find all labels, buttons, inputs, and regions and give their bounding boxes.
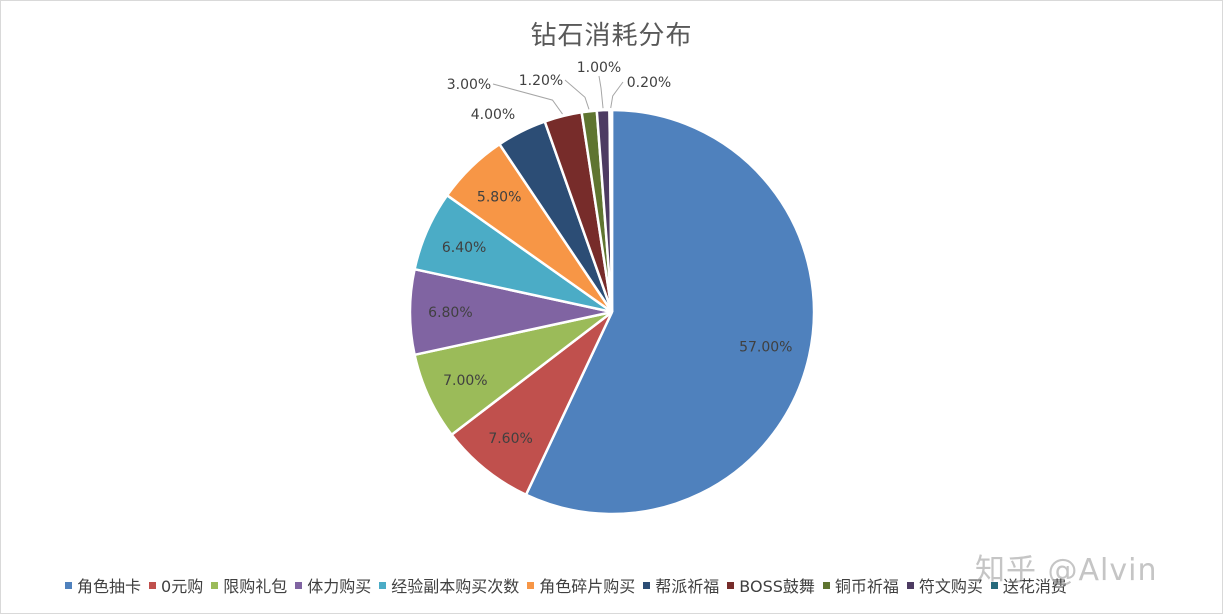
legend-swatch: [211, 581, 219, 589]
legend-label: 符文购买: [918, 577, 983, 596]
leader-line-11: [610, 81, 624, 109]
legend-swatch: [906, 581, 914, 589]
legend-item-7: 帮派祈福: [643, 573, 719, 597]
legend: 角色抽卡 0元购 限购礼包 体力购买 经验副本购买次数 角色碎片购买 帮派祈福 BOSS鼓舞铜…: [65, 573, 1185, 597]
legend-swatch: [727, 581, 735, 589]
legend-swatch: [149, 581, 157, 589]
legend-label: BOSS鼓舞: [739, 577, 815, 596]
legend-swatch: [527, 581, 535, 589]
data-label-8: 3.00%: [447, 77, 491, 93]
legend-item-4: 体力购买: [295, 573, 371, 597]
legend-label: 限购礼包: [223, 577, 288, 596]
legend-swatch: [295, 581, 303, 589]
legend-swatch: [65, 581, 72, 589]
pie-slice-2: [449, 311, 614, 497]
legend-item-6: 角色碎片购买: [527, 573, 635, 597]
data-label-7: 4.00%: [471, 107, 515, 123]
data-label-6: 5.80%: [477, 189, 521, 205]
legend-item-11: 送花消费: [990, 573, 1067, 597]
legend-label: 0元购: [161, 577, 204, 596]
pie-slice-11: [608, 108, 614, 313]
leader-line-8: [492, 83, 563, 115]
legend-label: 铜币祈福: [834, 577, 899, 596]
legend-item-10: 符文购买: [906, 573, 983, 597]
legend-label: 帮派祈福: [655, 577, 720, 596]
legend-label: 角色抽卡: [77, 577, 142, 596]
watermark: 知乎 @Alvin: [975, 553, 1158, 588]
legend-swatch: [822, 581, 830, 589]
pie-slice-1: [524, 108, 816, 516]
leader-line-10: [598, 75, 604, 109]
legend-item-8: BOSS鼓舞: [727, 573, 815, 597]
leader-line-9: [564, 79, 590, 110]
data-label-2: 7.60%: [488, 431, 532, 447]
legend-item-5: 经验副本购买次数: [379, 573, 519, 597]
chart-title: 钻石消耗分布: [530, 21, 693, 51]
legend-label: 送花消费: [1002, 577, 1067, 596]
data-label-1: 57.00%: [739, 339, 792, 355]
data-label-3: 7.00%: [443, 373, 487, 389]
data-label-9: 1.20%: [519, 73, 563, 89]
data-label-5: 6.40%: [442, 240, 486, 256]
legend-label: 角色碎片购买: [539, 577, 636, 596]
legend-swatch: [379, 581, 387, 589]
legend-item-9: 铜币祈福: [822, 573, 899, 597]
legend-label: 经验副本购买次数: [391, 577, 520, 596]
data-label-10: 1.00%: [577, 60, 621, 76]
legend-label: 体力购买: [307, 577, 372, 596]
legend-item-3: 限购礼包: [211, 573, 287, 597]
legend-swatch: [990, 581, 998, 589]
data-label-11: 0.20%: [627, 75, 671, 91]
legend-item-2: 0元购: [149, 573, 203, 597]
legend-item-1: 角色抽卡: [65, 573, 141, 597]
data-label-4: 6.80%: [428, 305, 472, 321]
legend-swatch: [643, 581, 651, 589]
